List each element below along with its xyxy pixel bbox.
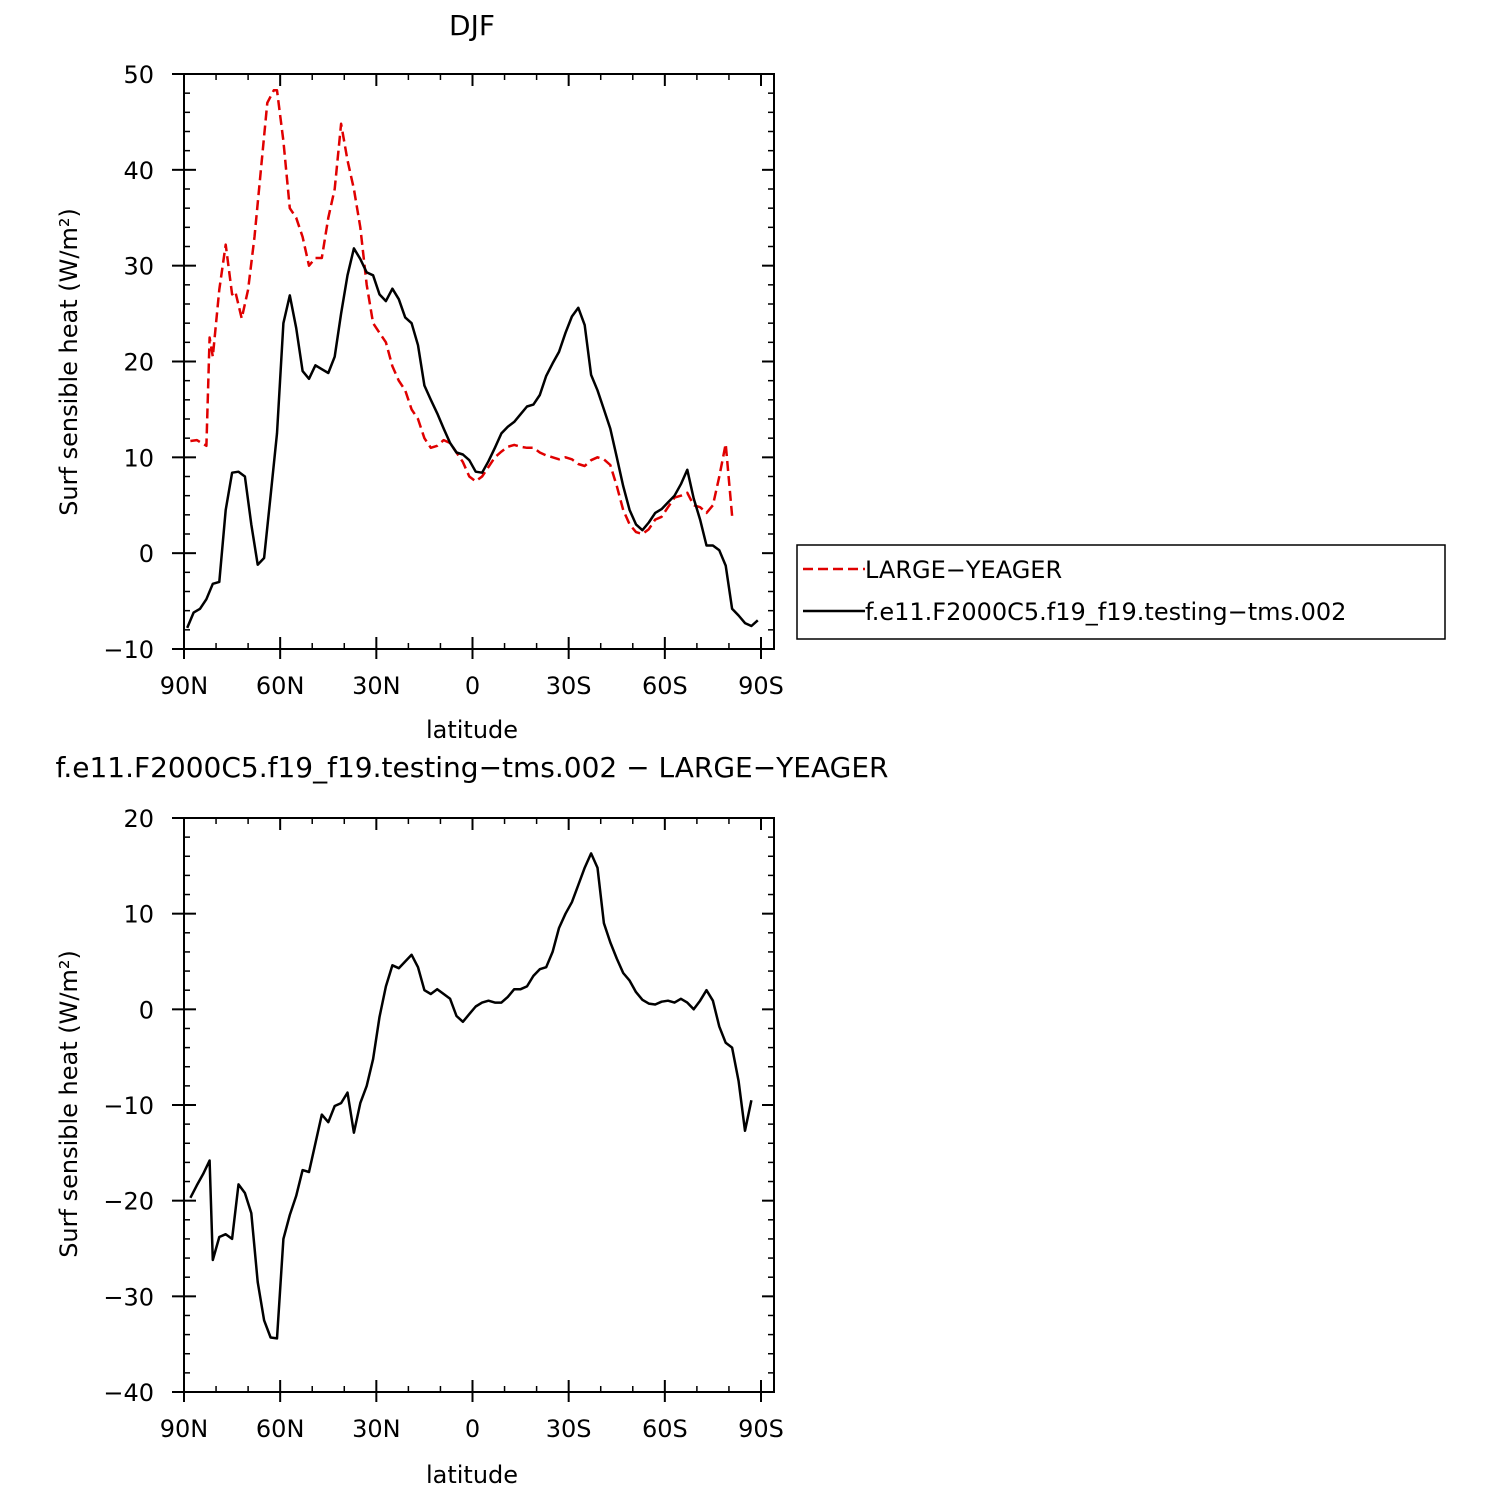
- bottom-series-group: [189, 852, 753, 1340]
- top-x-tick-label: 90S: [738, 672, 784, 700]
- legend: LARGE−YEAGER f.e11.F2000C5.f19_f19.testi…: [796, 544, 1446, 640]
- bottom-y-axis-label: Surf sensible heat (W/m²): [55, 950, 83, 1258]
- bottom-x-tick-label: 0: [465, 1415, 480, 1443]
- bottom-x-tick-label: 90S: [738, 1415, 784, 1443]
- bottom-x-tick-label: 30S: [546, 1415, 592, 1443]
- bottom-y-tick-label: 20: [123, 805, 154, 833]
- bottom-plot-frame: [183, 817, 775, 1393]
- top-series-line-0: [190, 89, 734, 536]
- bottom-x-tick-label: 90N: [160, 1415, 209, 1443]
- top-y-tick-label: −10: [103, 636, 154, 664]
- top-x-tick-label: 30N: [352, 672, 401, 700]
- top-x-tick-label: 60N: [256, 672, 305, 700]
- bottom-y-tick-label: −20: [103, 1188, 154, 1216]
- top-axes: −10 0 10 20 30 40 50 90N 60N 30N 0 30S 60S 90S: [103, 61, 784, 700]
- top-x-axis-label: latitude: [426, 716, 518, 744]
- top-x-tick-label: 90N: [160, 672, 209, 700]
- bottom-y-tick-label: −10: [103, 1092, 154, 1120]
- top-x-tick-label: 60S: [642, 672, 688, 700]
- top-plot-frame: [183, 73, 775, 650]
- legend-box: [796, 544, 1446, 640]
- top-y-axis-label: Surf sensible heat (W/m²): [55, 208, 83, 516]
- bottom-x-tick-label: 60N: [256, 1415, 305, 1443]
- top-panel: DJF −10 0 10 20 30 40 50 90N 60N 30N 0 30S 60S 90S la…: [55, 9, 784, 744]
- top-series-group: [186, 89, 759, 629]
- bottom-panel: f.e11.F2000C5.f19_f19.testing−tms.002 − …: [55, 751, 888, 1489]
- bottom-y-tick-label: 0: [139, 996, 154, 1024]
- top-y-tick-label: 50: [123, 61, 154, 89]
- bottom-x-tick-label: 60S: [642, 1415, 688, 1443]
- top-y-tick-label: 20: [123, 349, 154, 377]
- bottom-x-tick-label: 30N: [352, 1415, 401, 1443]
- bottom-y-tick-label: −30: [103, 1283, 154, 1311]
- bottom-y-tick-label: 10: [123, 901, 154, 929]
- bottom-chart-title: f.e11.F2000C5.f19_f19.testing−tms.002 − …: [56, 751, 889, 784]
- bottom-y-tick-label: −40: [103, 1379, 154, 1407]
- top-chart-title: DJF: [449, 9, 495, 42]
- legend-label-large-yeager: LARGE−YEAGER: [865, 556, 1062, 584]
- top-y-tick-label: 30: [123, 253, 154, 281]
- legend-label-model: f.e11.F2000C5.f19_f19.testing−tms.002: [865, 598, 1346, 626]
- bottom-series-line-0: [189, 852, 753, 1340]
- top-x-tick-label: 30S: [546, 672, 592, 700]
- top-series-line-1: [186, 247, 759, 629]
- top-y-tick-label: 10: [123, 444, 154, 472]
- top-y-tick-label: 40: [123, 157, 154, 185]
- top-x-tick-label: 0: [465, 672, 480, 700]
- bottom-x-axis-label: latitude: [426, 1461, 518, 1489]
- bottom-axes: −40 −30 −20 −10 0 10 20 90N 60N 30N 0 30S 60S 90S: [103, 805, 784, 1443]
- top-y-tick-label: 0: [139, 540, 154, 568]
